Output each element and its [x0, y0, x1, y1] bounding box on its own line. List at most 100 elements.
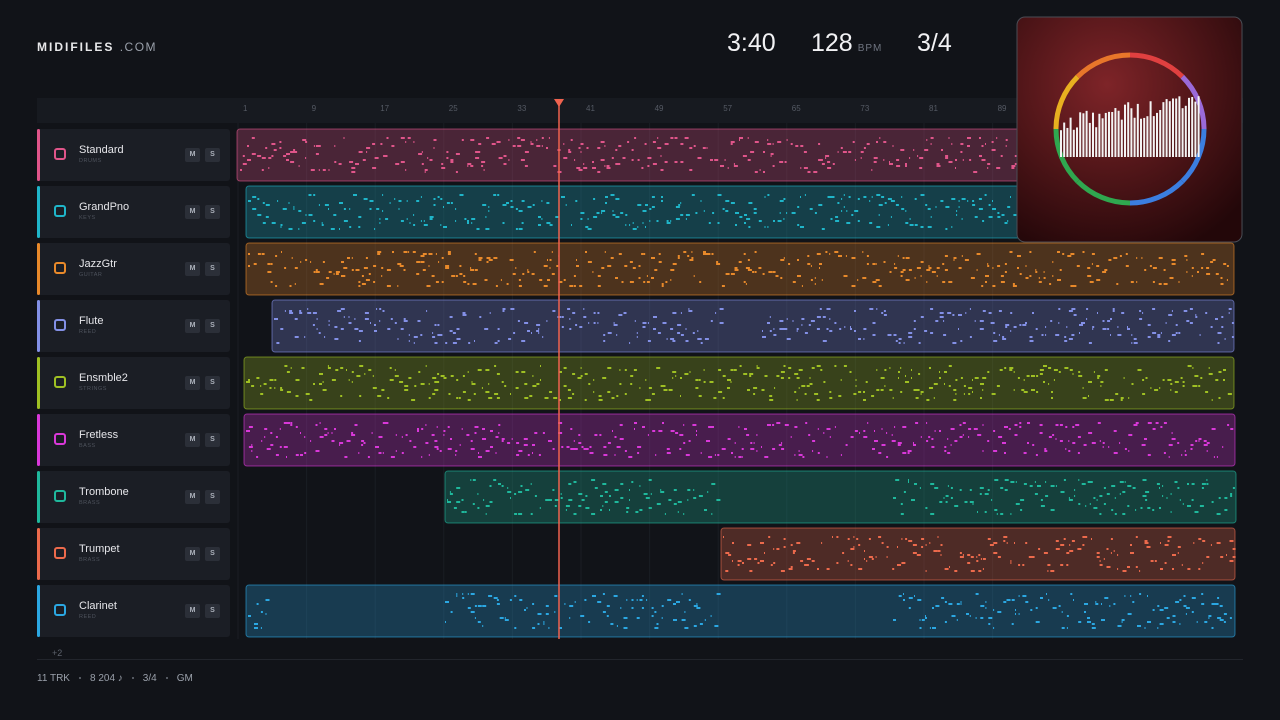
mute-button[interactable]: M	[185, 604, 200, 618]
track-name: JazzGtr	[79, 258, 117, 270]
clip	[720, 527, 1236, 581]
wave-bar	[1082, 113, 1085, 157]
solo-button[interactable]: S	[205, 319, 220, 333]
wave-bar	[1152, 116, 1155, 157]
ruler-label: 25	[449, 104, 458, 113]
mute-button[interactable]: M	[185, 319, 200, 333]
track-icon	[54, 319, 66, 331]
track-header: Clarinet REED M S	[37, 585, 230, 637]
track-name: Trumpet	[79, 543, 120, 555]
ruler-label: 33	[517, 104, 526, 113]
wave-bar	[1133, 117, 1136, 157]
mute-button[interactable]: M	[185, 205, 200, 219]
ring-arc	[1075, 52, 1131, 79]
playhead-head	[554, 99, 564, 107]
mute-button[interactable]: M	[185, 547, 200, 561]
brand-name: MIDIFILES	[37, 40, 115, 54]
ruler-label: 81	[929, 104, 938, 113]
wave-bar	[1092, 112, 1094, 157]
wave-bar	[1181, 108, 1184, 157]
mute-button[interactable]: M	[185, 490, 200, 504]
ruler-label: 1	[243, 104, 248, 113]
track-icon	[54, 205, 66, 217]
clip-notes	[246, 422, 1234, 458]
track-color	[37, 357, 40, 409]
track-category: KEYS	[79, 215, 96, 221]
track-color	[37, 300, 40, 352]
track-category: BRASS	[79, 500, 101, 506]
clip	[444, 470, 1237, 524]
wave-bar	[1063, 122, 1066, 157]
ruler-label: 65	[792, 104, 801, 113]
wave-bar	[1159, 109, 1162, 157]
separator	[165, 677, 168, 680]
mute-button[interactable]: M	[185, 148, 200, 162]
clip	[245, 242, 1235, 296]
solo-button[interactable]: S	[205, 604, 220, 618]
solo-button[interactable]: S	[205, 205, 220, 219]
track-icon	[54, 433, 66, 445]
clip	[243, 356, 1235, 410]
ruler-label: 57	[723, 104, 732, 113]
track-color	[37, 414, 40, 466]
wave-bar	[1069, 117, 1072, 157]
ruler-label: 17	[380, 104, 389, 113]
wave-bar	[1194, 101, 1197, 157]
wave-bar	[1149, 101, 1152, 157]
mute-button[interactable]: M	[185, 433, 200, 447]
solo-button[interactable]: S	[205, 148, 220, 162]
track-header: Standard DRUMS M S	[37, 129, 230, 181]
track-category: REED	[79, 614, 97, 620]
track-color	[37, 186, 40, 238]
brand: MIDIFILES .COM	[37, 40, 157, 54]
clip-notes	[240, 137, 1234, 173]
footer: 11 TRK 8 204 ♪ 3/4 GM	[37, 673, 202, 684]
separator	[78, 677, 81, 680]
mute-button[interactable]: M	[185, 262, 200, 276]
tempo-value: 128	[811, 29, 853, 57]
ring-arc	[1053, 128, 1080, 184]
wave-bar	[1072, 129, 1075, 157]
wave-bar	[1085, 110, 1088, 157]
track-header: Flute REED M S	[37, 300, 230, 352]
track-color	[37, 243, 40, 295]
wave-bar	[1162, 102, 1165, 157]
wave-bar	[1156, 112, 1158, 157]
track-header: Fretless BASS M S	[37, 414, 230, 466]
solo-button[interactable]: S	[205, 547, 220, 561]
track-icon	[54, 376, 66, 388]
footer-item: GM	[176, 673, 193, 684]
mute-button[interactable]: M	[185, 376, 200, 390]
time: 3:40	[727, 29, 776, 57]
track-header: JazzGtr GUITAR M S	[37, 243, 230, 295]
wave-bar	[1146, 116, 1149, 157]
solo-button[interactable]: S	[205, 490, 220, 504]
wave-bar	[1076, 127, 1078, 157]
track-name: Clarinet	[79, 600, 117, 612]
clip	[245, 584, 1236, 638]
track-name: Standard	[79, 144, 124, 156]
tempo-unit: BPM	[857, 43, 883, 54]
track-name: Flute	[79, 315, 104, 327]
solo-button[interactable]: S	[205, 433, 220, 447]
wave-bar	[1197, 96, 1200, 157]
solo-button[interactable]: S	[205, 262, 220, 276]
track-category: BASS	[79, 443, 96, 449]
wave-bar	[1120, 119, 1123, 157]
track-color	[37, 471, 40, 523]
wave-bar	[1172, 98, 1174, 157]
solo-button[interactable]: S	[205, 376, 220, 390]
wave-bar	[1175, 98, 1178, 157]
more-tracks[interactable]: +2	[52, 648, 63, 658]
track-color	[37, 528, 40, 580]
wave-bar	[1124, 104, 1126, 157]
album-art	[1016, 16, 1243, 243]
wave-bar	[1191, 96, 1194, 157]
wave-bar	[1140, 118, 1142, 157]
track-color	[37, 585, 40, 637]
tempo: 128 BPM	[811, 29, 882, 58]
ring-arc	[1075, 179, 1131, 206]
wave-bar	[1066, 127, 1069, 157]
track-icon	[54, 604, 66, 616]
